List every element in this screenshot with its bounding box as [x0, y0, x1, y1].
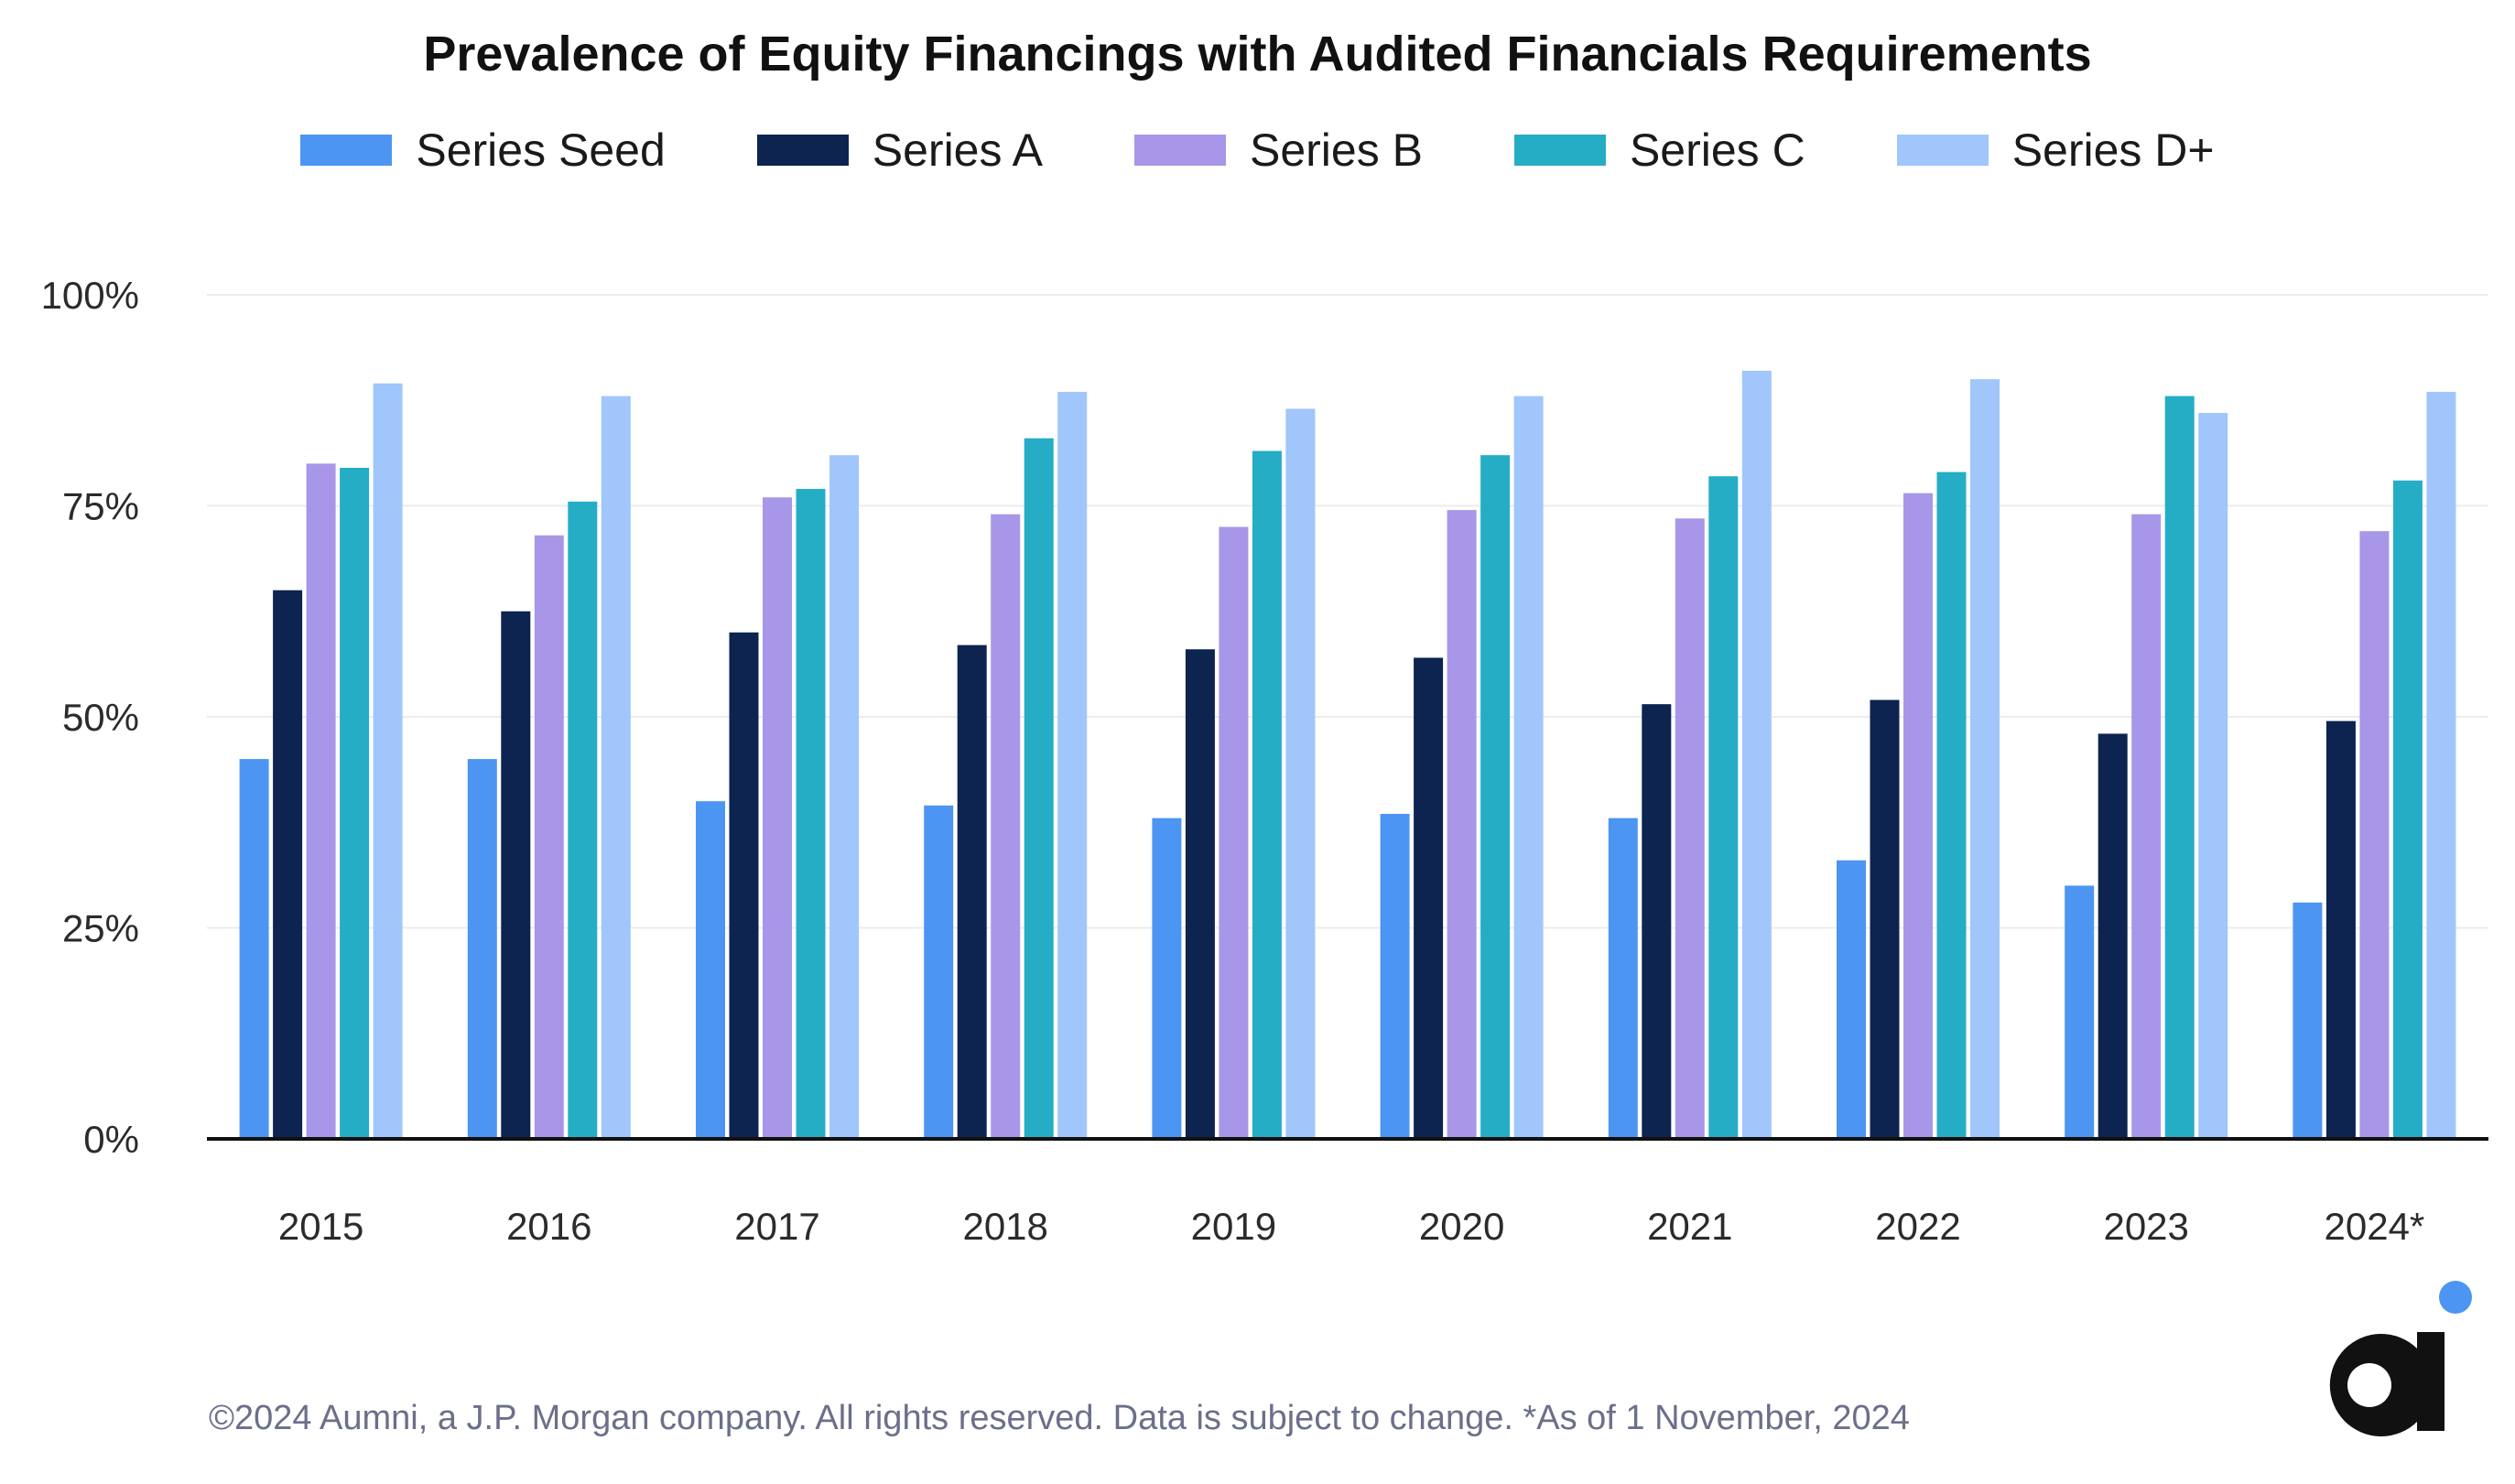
legend-item-series-a: Series A: [756, 124, 1043, 177]
x-tick-label: 2019: [1191, 1205, 1276, 1248]
bar-series-a-2020: [1414, 657, 1444, 1139]
legend-swatch: [1896, 135, 1989, 166]
bar-series-c-2019: [1252, 450, 1282, 1139]
bar-series-a-2024: [2325, 720, 2356, 1139]
bars: [239, 370, 2456, 1140]
logo-dot: [2439, 1281, 2472, 1314]
copyright-footer: ©2024 Aumni, a J.P. Morgan company. All …: [209, 1399, 1910, 1437]
bar-series-d--2015: [373, 383, 403, 1139]
bar-series-d--2018: [1057, 392, 1088, 1139]
x-tick-label: 2021: [1647, 1205, 1732, 1248]
legend-item-series-seed: Series Seed: [300, 124, 666, 177]
chart-title: Prevalence of Equity Financings with Aud…: [423, 27, 2092, 81]
bar-series-c-2020: [1480, 455, 1511, 1139]
bar-series-seed-2023: [2065, 885, 2095, 1139]
legend-item-series-d-: Series D+: [1896, 124, 2215, 177]
x-tick-label: 2015: [278, 1205, 363, 1248]
legend-swatch: [1513, 135, 1606, 166]
legend-item-series-c: Series C: [1513, 124, 1805, 177]
bar-series-seed-2016: [467, 759, 497, 1139]
x-tick-label: 2016: [506, 1205, 591, 1248]
bar-series-b-2016: [534, 535, 564, 1139]
bar-series-d--2021: [1741, 370, 1772, 1140]
bar-series-seed-2022: [1837, 860, 1866, 1139]
bar-series-seed-2017: [696, 801, 725, 1139]
bar-series-b-2023: [2131, 514, 2162, 1139]
legend: Series Seed Series A Series B Series C Serie…: [0, 124, 2515, 177]
bar-series-b-2015: [306, 463, 336, 1139]
y-tick-label: 75%: [62, 485, 139, 528]
bar-series-a-2023: [2098, 733, 2128, 1139]
x-tick-label: 2020: [1419, 1205, 1504, 1248]
bar-series-a-2019: [1185, 649, 1215, 1139]
bar-series-d--2016: [601, 395, 631, 1139]
bar-series-seed-2015: [239, 759, 269, 1139]
y-tick-label: 0%: [83, 1118, 139, 1161]
bar-series-a-2021: [1642, 704, 1672, 1139]
bar-series-b-2019: [1219, 526, 1249, 1139]
legend-swatch: [756, 135, 849, 166]
bar-series-d--2023: [2198, 413, 2228, 1140]
bar-series-c-2018: [1024, 438, 1054, 1139]
bar-series-d--2019: [1285, 408, 1316, 1140]
bar-series-b-2017: [763, 497, 792, 1139]
bar-series-a-2022: [1870, 699, 1900, 1139]
legend-swatch: [1133, 135, 1226, 166]
x-tick-label: 2017: [734, 1205, 819, 1248]
y-tick-label: 50%: [62, 696, 139, 739]
bar-series-seed-2019: [1152, 818, 1182, 1139]
y-tick-label: 25%: [62, 907, 139, 950]
bar-series-c-2017: [796, 489, 826, 1139]
x-tick-label: 2022: [1875, 1205, 1960, 1248]
logo-letter-a: [2329, 1332, 2445, 1436]
bar-series-b-2018: [991, 514, 1021, 1139]
legend-label: Series D+: [2011, 125, 2215, 176]
axes: 0% 25% 50% 75% 100% 2015 2016 2017 2018 2019 2020 2…: [41, 274, 2488, 1248]
x-tick-label: 2023: [2103, 1205, 2188, 1248]
x-tick-label: 2018: [962, 1205, 1047, 1248]
bar-series-c-2024: [2392, 480, 2423, 1139]
bar-series-c-2023: [2164, 395, 2195, 1139]
bar-series-d--2017: [829, 455, 859, 1139]
bar-series-c-2021: [1708, 476, 1739, 1139]
bar-series-a-2016: [501, 611, 531, 1139]
aumni-logo-icon: [2329, 1281, 2472, 1436]
legend-label: Series C: [1629, 125, 1805, 176]
bar-series-seed-2020: [1380, 814, 1410, 1139]
bar-series-seed-2024: [2293, 902, 2323, 1139]
y-tick-label: 100%: [41, 274, 139, 317]
legend-item-series-b: Series B: [1133, 124, 1423, 177]
bar-series-d--2024: [2426, 392, 2456, 1139]
bar-series-d--2022: [1970, 379, 2000, 1139]
x-tick-label: 2024*: [2325, 1205, 2425, 1248]
bar-series-c-2015: [340, 468, 370, 1139]
legend-label: Series Seed: [416, 125, 666, 176]
bar-series-b-2020: [1447, 510, 1477, 1139]
bar-series-c-2022: [1936, 471, 1967, 1139]
bar-series-a-2017: [729, 632, 759, 1139]
bar-series-c-2016: [568, 501, 598, 1139]
bar-series-seed-2018: [924, 805, 954, 1139]
bar-series-seed-2021: [1608, 818, 1638, 1139]
bar-series-a-2015: [273, 590, 303, 1139]
legend-label: Series B: [1249, 125, 1423, 176]
legend-swatch: [300, 135, 393, 166]
legend-label: Series A: [872, 125, 1043, 176]
bar-series-d--2020: [1513, 395, 1544, 1139]
bar-series-a-2018: [957, 645, 987, 1139]
bar-series-b-2021: [1675, 518, 1705, 1139]
bar-series-b-2024: [2359, 531, 2390, 1139]
bar-series-b-2022: [1903, 493, 1933, 1139]
